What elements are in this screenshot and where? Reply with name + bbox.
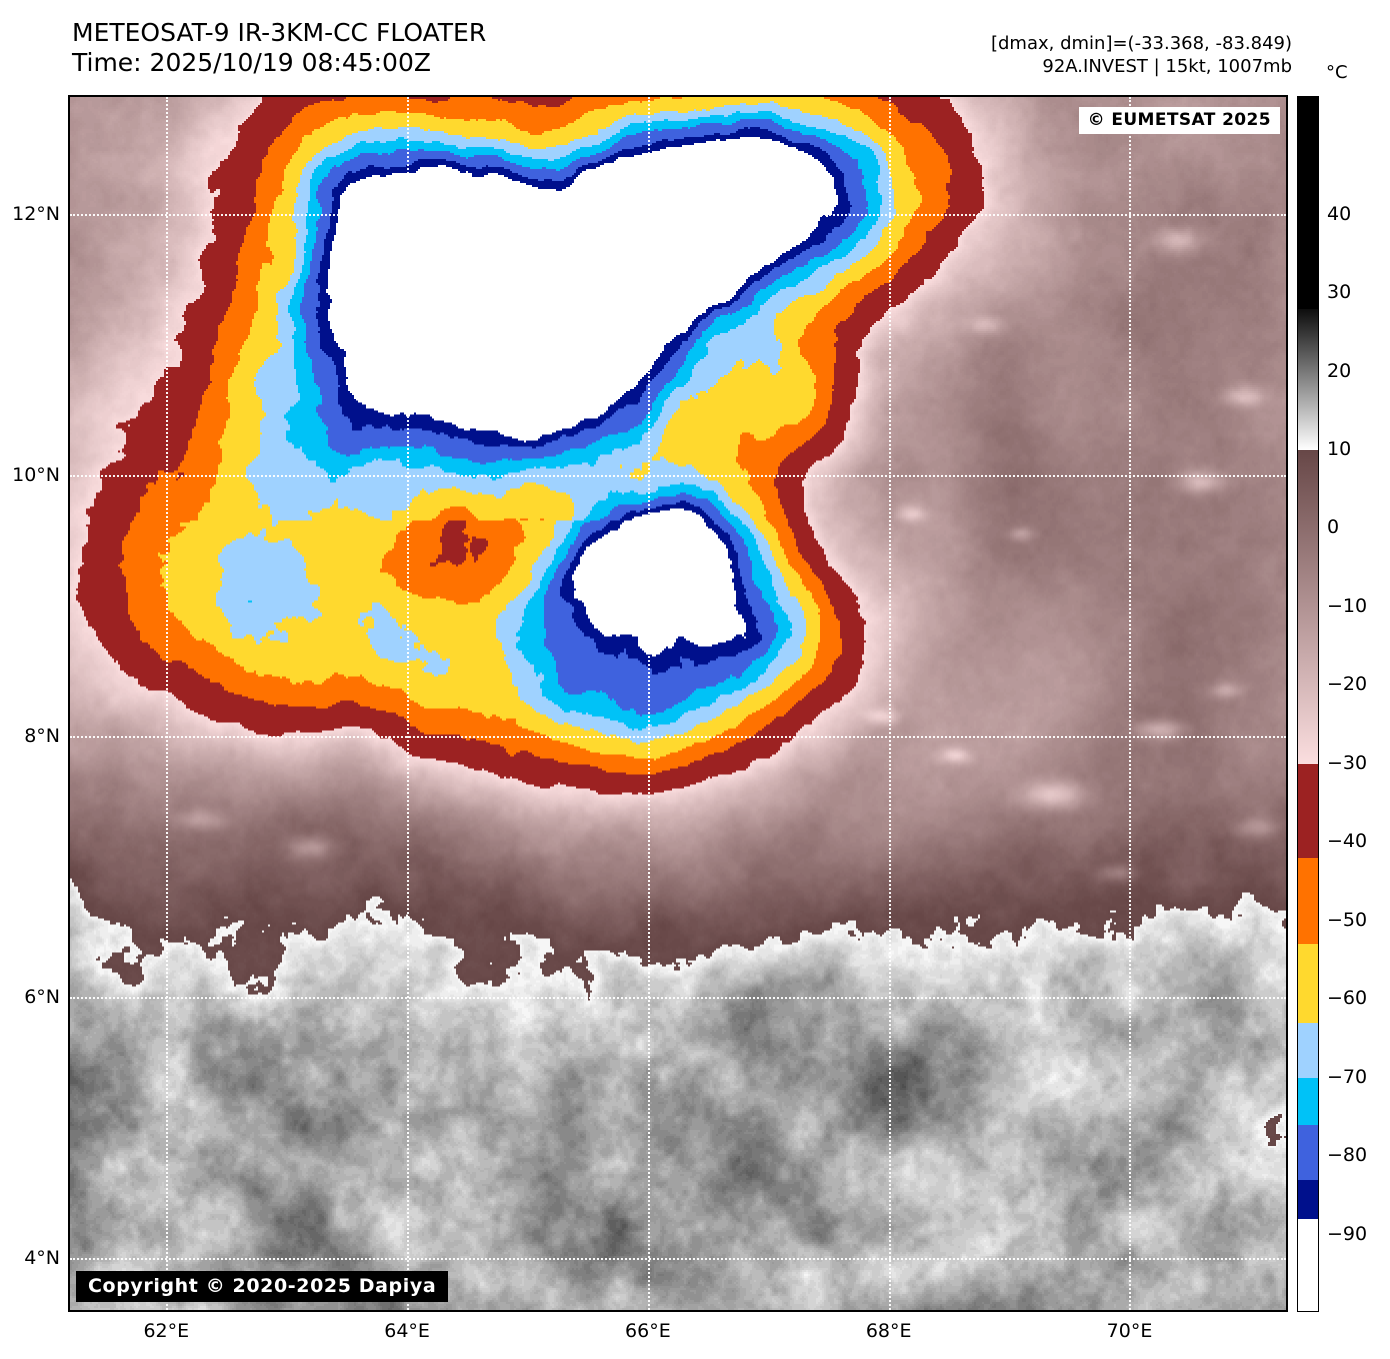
x-tick-label: 70°E [1106, 1320, 1153, 1342]
y-tick-label: 6°N [24, 985, 60, 1008]
colorbar-tick-label: −60 [1327, 987, 1368, 1010]
copyright-badge: Copyright © 2020-2025 Dapiya [76, 1271, 449, 1302]
data-range-label: [dmax, dmin]=(-33.368, -83.849) [990, 33, 1292, 54]
colorbar-segment-white-coldest [1298, 1218, 1318, 1311]
colorbar-segment-yellow [1298, 944, 1318, 1023]
colorbar-tick-label: 10 [1327, 438, 1352, 461]
temperature-colorbar[interactable] [1297, 96, 1319, 1312]
colorbar-tick-label: −80 [1327, 1144, 1368, 1167]
colorbar-tick-label: 30 [1327, 281, 1352, 304]
x-tick-label: 68°E [865, 1320, 912, 1342]
y-tick-label: 8°N [24, 725, 60, 748]
colorbar-tick-label: −30 [1327, 751, 1368, 774]
colorbar-tick-label: −50 [1327, 908, 1368, 931]
colorbar-tick-label: −20 [1327, 673, 1368, 696]
colorbar-segment-cyan [1298, 1077, 1318, 1125]
y-tick-label: 10°N [12, 464, 60, 487]
metadata-block: [dmax, dmin]=(-33.368, -83.849) 92A.INVE… [991, 32, 1292, 78]
timestamp-label: Time: 2025/10/19 08:45:00Z [72, 48, 431, 77]
colorbar-segment-orange [1298, 857, 1318, 945]
colorbar-segment-hot-black [1298, 97, 1318, 309]
page-title: METEOSAT-9 IR-3KM-CC FLOATER [72, 18, 487, 47]
satellite-image-canvas [70, 97, 1286, 1310]
colorbar-segment-light-blue [1298, 1022, 1318, 1078]
eumetsat-credit-badge: © EUMETSAT 2025 [1078, 107, 1280, 134]
x-tick-label: 66°E [625, 1320, 671, 1342]
colorbar-tick-label: 20 [1327, 359, 1352, 382]
y-tick-label: 4°N [24, 1246, 60, 1269]
title-block: METEOSAT-9 IR-3KM-CC FLOATER Time: 2025/… [72, 18, 486, 78]
colorbar-tick-label: −90 [1327, 1222, 1368, 1245]
colorbar-tick-label: −40 [1327, 830, 1368, 853]
y-tick-label: 12°N [12, 203, 60, 226]
colorbar-segment-navy [1298, 1179, 1318, 1219]
x-tick-label: 64°E [384, 1320, 430, 1342]
colorbar-tick-label: −10 [1327, 594, 1368, 617]
storm-info-label: 92A.INVEST | 15kt, 1007mb [1042, 56, 1292, 77]
colorbar-unit-label: °C [1326, 62, 1348, 83]
colorbar-segment-blue [1298, 1124, 1318, 1180]
colorbar-tick-label: 40 [1327, 202, 1352, 225]
colorbar-segment-brown-pink-ramp [1298, 450, 1318, 764]
colorbar-tick-label: 0 [1327, 516, 1340, 539]
colorbar-tick-label: −70 [1327, 1065, 1368, 1088]
colorbar-segment-gray-ramp [1298, 308, 1318, 451]
colorbar-segment-dark-red [1298, 763, 1318, 858]
x-tick-label: 62°E [143, 1320, 190, 1342]
satellite-map[interactable]: © EUMETSAT 2025 Copyright © 2020-2025 Da… [68, 95, 1288, 1312]
